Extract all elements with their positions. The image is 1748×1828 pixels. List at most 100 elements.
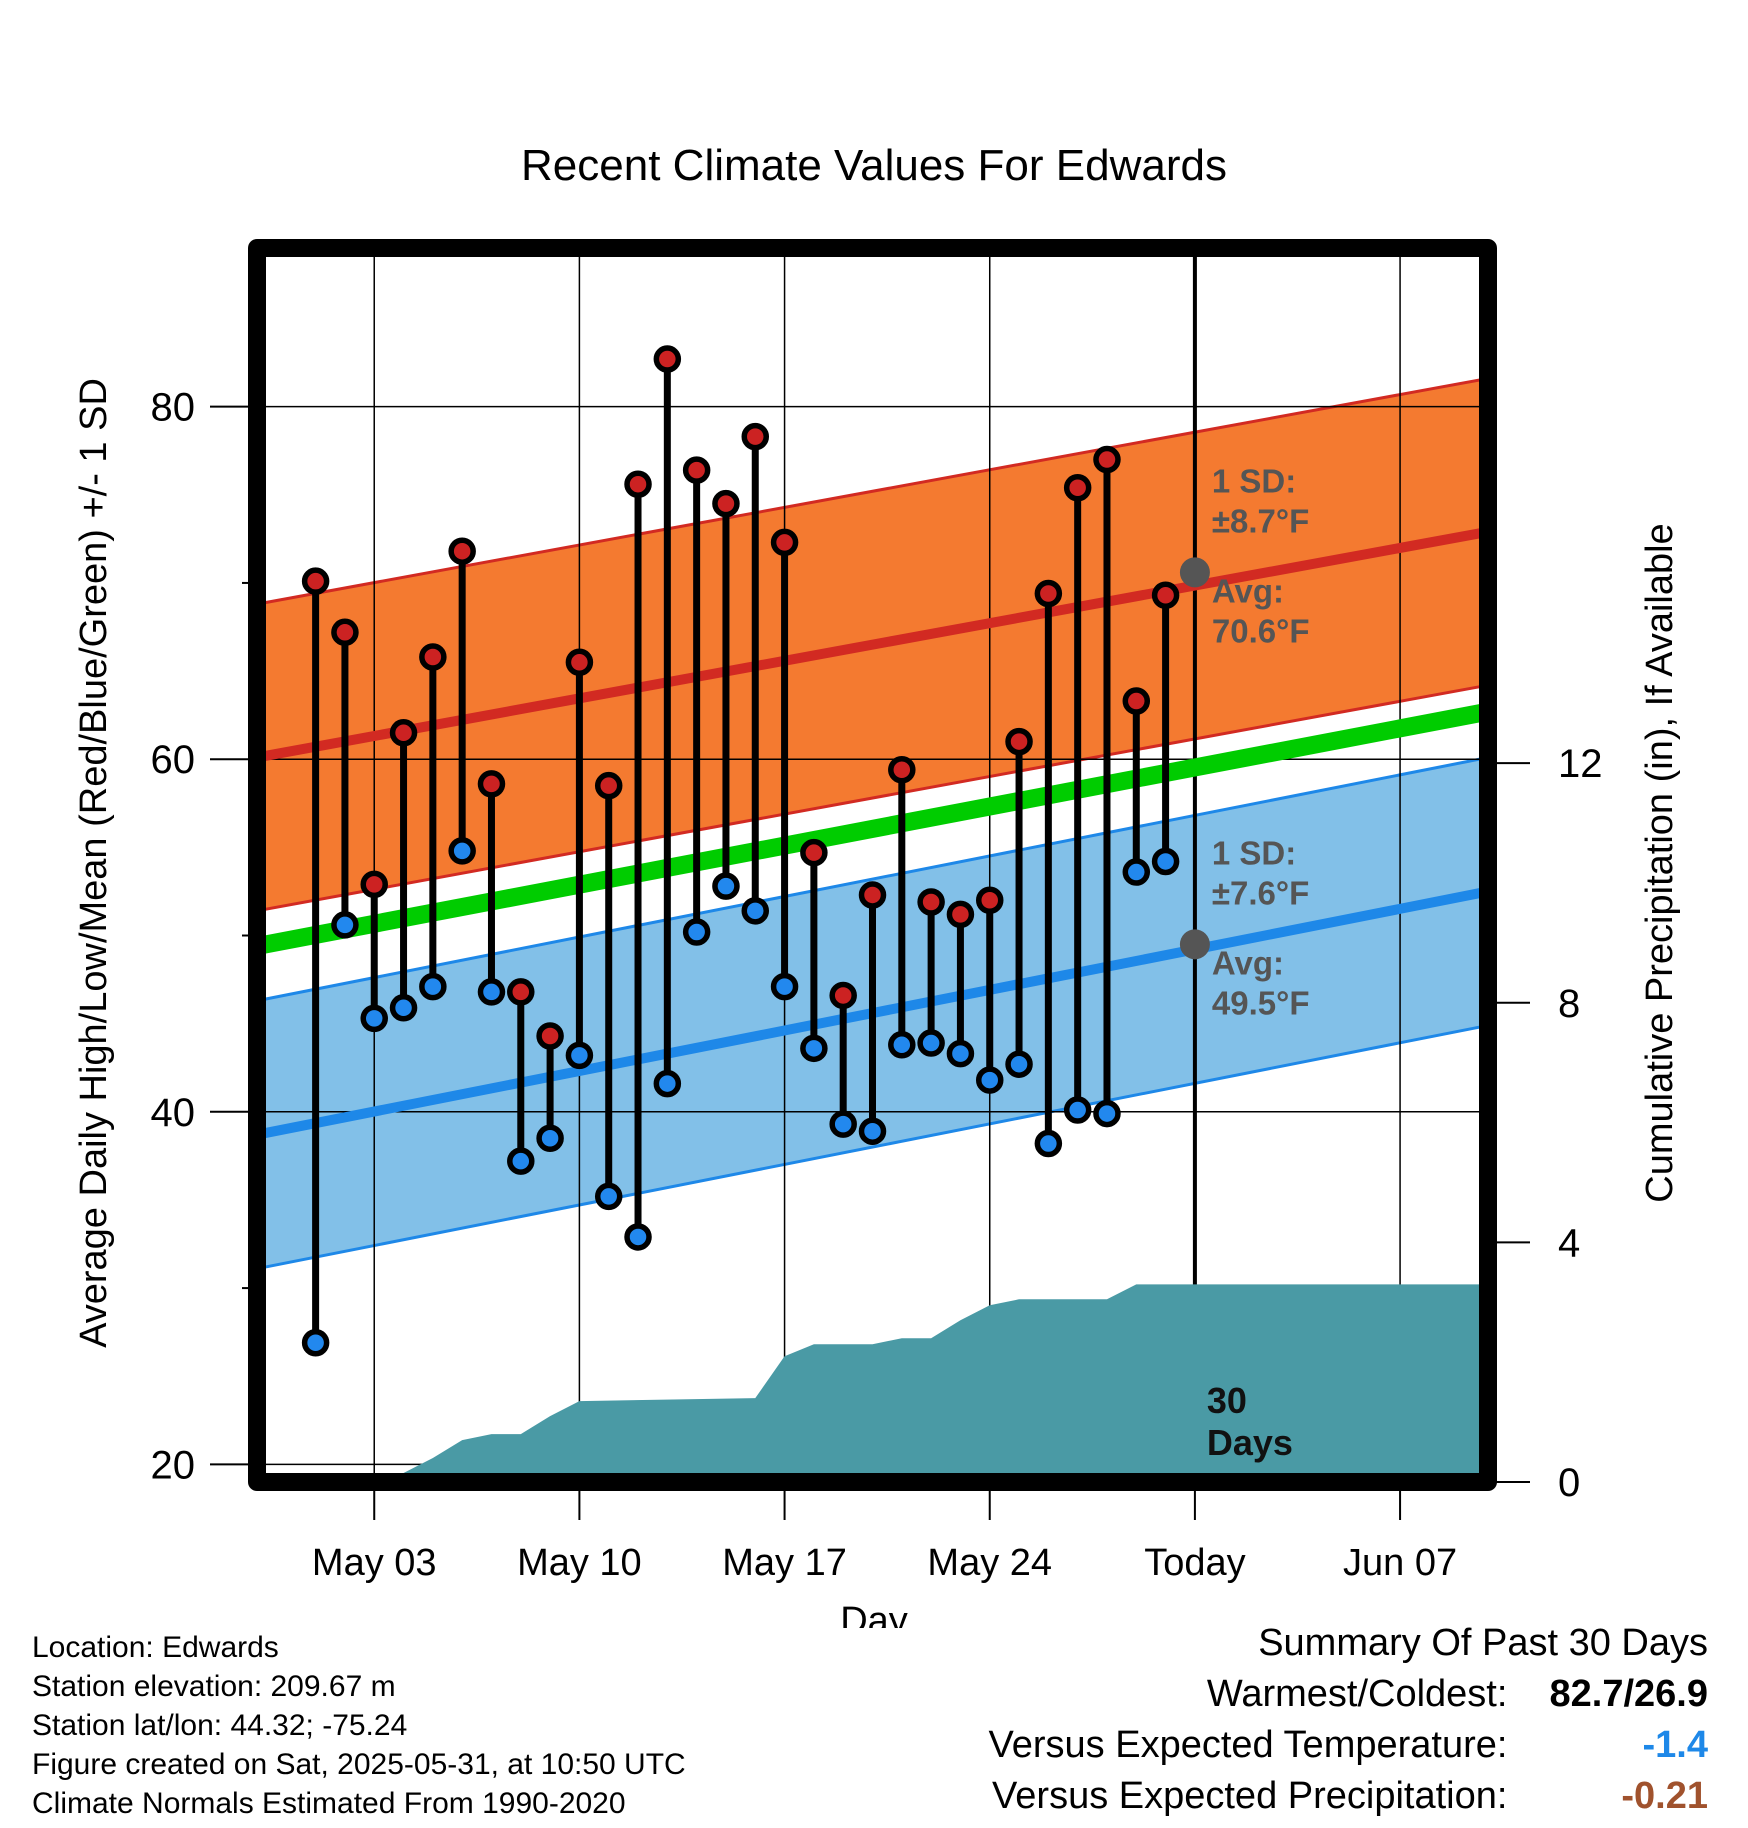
low-annotation-text: 49.5°F	[1212, 984, 1310, 1021]
low-annotation-text: Avg:	[1212, 944, 1284, 981]
y2-tick-label: 4	[1558, 1221, 1580, 1265]
today-window-label: 30	[1207, 1380, 1247, 1421]
daily-high-point	[682, 456, 711, 484]
daily-high-point	[1093, 445, 1121, 474]
high-annotation-text: Avg:	[1212, 572, 1284, 609]
daily-high-point	[594, 771, 623, 800]
high-annotation-text: 1 SD:	[1212, 462, 1296, 499]
daily-high-point	[888, 756, 916, 784]
temp-value: -1.4	[1642, 1724, 1708, 1766]
x-tick-label: May 17	[722, 1542, 847, 1584]
daily-high-point	[301, 567, 330, 595]
daily-low-point	[1151, 847, 1180, 876]
daily-high-point	[419, 643, 447, 671]
daily-low-point	[594, 1182, 623, 1211]
x-tick-label: Today	[1144, 1542, 1245, 1584]
daily-low-point	[331, 911, 359, 939]
mean-normal-line	[255, 702, 1490, 955]
daily-low-point	[419, 972, 447, 1001]
x-tick-label: Jun 07	[1343, 1542, 1457, 1584]
today-low-avg-dot	[1179, 929, 1210, 960]
daily-low-point	[741, 897, 770, 925]
precip-label: Versus Expected Precipitation:	[992, 1775, 1508, 1817]
daily-low-point	[448, 837, 476, 865]
summary-panel: Summary Of Past 30 Days Warmest/Coldest:…	[989, 1618, 1708, 1822]
low-sd-band-upper-edge	[256, 755, 1489, 1003]
daily-high-point	[712, 489, 740, 518]
today-high-avg-dot	[1179, 557, 1210, 588]
daily-low-point	[858, 1117, 887, 1145]
warm-cold-label: Warmest/Coldest:	[1206, 1673, 1508, 1715]
daily-high-point	[477, 770, 506, 798]
daily-low-point	[917, 1029, 945, 1057]
daily-low-point	[946, 1039, 975, 1068]
daily-high-point	[917, 888, 945, 916]
x-tick-label: May 03	[312, 1542, 437, 1584]
daily-low-point	[1093, 1099, 1121, 1128]
y2-tick-label: 0	[1558, 1461, 1580, 1505]
high-sd-band-lower-edge	[256, 683, 1489, 913]
x-tick-label: May 24	[927, 1542, 1052, 1584]
daily-low-point	[682, 918, 711, 946]
daily-high-point	[1005, 727, 1033, 756]
daily-high-point	[448, 537, 476, 565]
daily-high-point	[741, 422, 770, 451]
daily-high-point	[975, 886, 1004, 915]
daily-low-point	[1122, 858, 1151, 886]
daily-high-point	[770, 528, 799, 557]
daily-high-point	[946, 900, 975, 929]
x-tick-label: May 10	[517, 1542, 642, 1584]
precip-area	[257, 1284, 1488, 1482]
climate-chart: Recent Climate Values For Edwards 1 SD:±…	[73, 141, 1681, 1628]
high-annotation-text: ±8.7°F	[1212, 502, 1309, 539]
chart-title: Recent Climate Values For Edwards	[521, 141, 1227, 190]
daily-high-point	[1063, 473, 1092, 502]
low-annotation-text: ±7.6°F	[1212, 874, 1309, 911]
y2-axis-label: Cumulative Precipitation (in), If Availa…	[1639, 523, 1681, 1202]
temp-label: Versus Expected Temperature:	[988, 1724, 1508, 1766]
y-axis-label: Average Daily High/Low/Mean (Red/Blue/Gr…	[73, 378, 115, 1348]
daily-high-point	[653, 345, 682, 373]
daily-high-point	[331, 618, 359, 647]
location-text: Location: Edwards	[32, 1631, 279, 1664]
y2-tick-label: 12	[1558, 742, 1603, 786]
daily-high-point	[536, 1022, 564, 1050]
precip-row: Versus Expected Precipitation: -0.21	[989, 1771, 1708, 1822]
daily-low-point	[565, 1041, 594, 1070]
precip-value: -0.21	[1621, 1775, 1708, 1817]
daily-high-point	[389, 719, 418, 747]
normals-text: Climate Normals Estimated From 1990-2020	[32, 1787, 626, 1820]
created-text: Figure created on Sat, 2025-05-31, at 10…	[32, 1748, 686, 1781]
daily-low-point	[536, 1124, 564, 1152]
warm-cold-value: 82.7/26.9	[1549, 1673, 1708, 1715]
y-tick-label: 80	[151, 386, 196, 430]
low-annotation-text: 1 SD:	[1212, 834, 1296, 871]
station-info: Location: Edwards Station elevation: 209…	[32, 1628, 686, 1823]
daily-low-point	[389, 994, 418, 1022]
y-tick-label: 40	[151, 1091, 196, 1135]
daily-high-point	[360, 870, 388, 899]
summary-title: Summary Of Past 30 Days	[1258, 1622, 1708, 1664]
latlon-text: Station lat/lon: 44.32; -75.24	[32, 1709, 408, 1742]
daily-low-point	[712, 872, 740, 900]
daily-high-point	[1122, 687, 1151, 715]
low-sd-band-lower-edge	[256, 1023, 1489, 1271]
y-tick-label: 60	[151, 738, 196, 782]
temp-row: Versus Expected Temperature: -1.4	[989, 1720, 1708, 1771]
y2-tick-label: 8	[1558, 982, 1580, 1026]
daily-low-point	[975, 1066, 1004, 1094]
today-window-label: Days	[1207, 1422, 1293, 1463]
daily-low-point	[888, 1031, 916, 1059]
daily-low-point	[770, 972, 799, 1001]
daily-low-point	[624, 1223, 652, 1251]
daily-high-point	[624, 470, 652, 498]
daily-low-point	[360, 1004, 388, 1033]
daily-low-point	[477, 978, 506, 1006]
daily-high-point	[829, 981, 857, 1010]
y-tick-label: 20	[151, 1443, 196, 1487]
daily-low-point	[301, 1328, 330, 1357]
elevation-text: Station elevation: 209.67 m	[32, 1670, 396, 1703]
daily-low-point	[1034, 1129, 1063, 1158]
plot-frame	[248, 239, 1497, 1491]
daily-low-point	[800, 1034, 828, 1063]
